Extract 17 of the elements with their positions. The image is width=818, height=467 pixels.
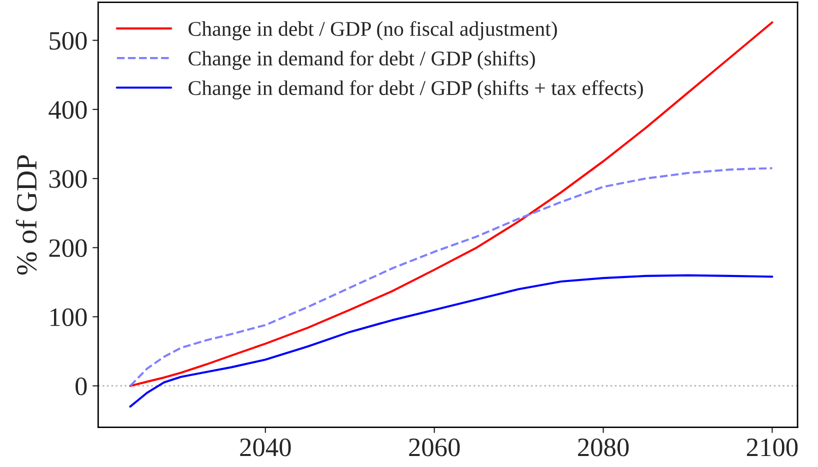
y-tick-label: 200	[49, 239, 87, 258]
legend-label: Change in debt / GDP (no fiscal adjustment)	[188, 21, 557, 40]
y-axis-title: % of GDP	[16, 155, 37, 275]
legend-label: Change in demand for debt / GDP (shifts)	[188, 50, 535, 70]
y-tick-label: 400	[48, 101, 87, 119]
x-tick-label: 2060	[409, 438, 460, 456]
legend-label: Change in demand for debt / GDP (shifts + tax effects)	[188, 80, 643, 100]
x-tick-label: 2100	[746, 438, 798, 456]
y-tick-label: 300	[49, 170, 87, 188]
line-series	[129, 21, 774, 387]
line-series	[129, 167, 774, 387]
y-tick-label: 500	[50, 32, 87, 50]
x-tick-label: 2080	[578, 438, 629, 456]
y-tick-label: 100	[50, 308, 87, 326]
x-tick-label: 2040	[240, 438, 291, 456]
line-series	[129, 274, 774, 408]
y-tick-label: 0	[76, 377, 87, 396]
